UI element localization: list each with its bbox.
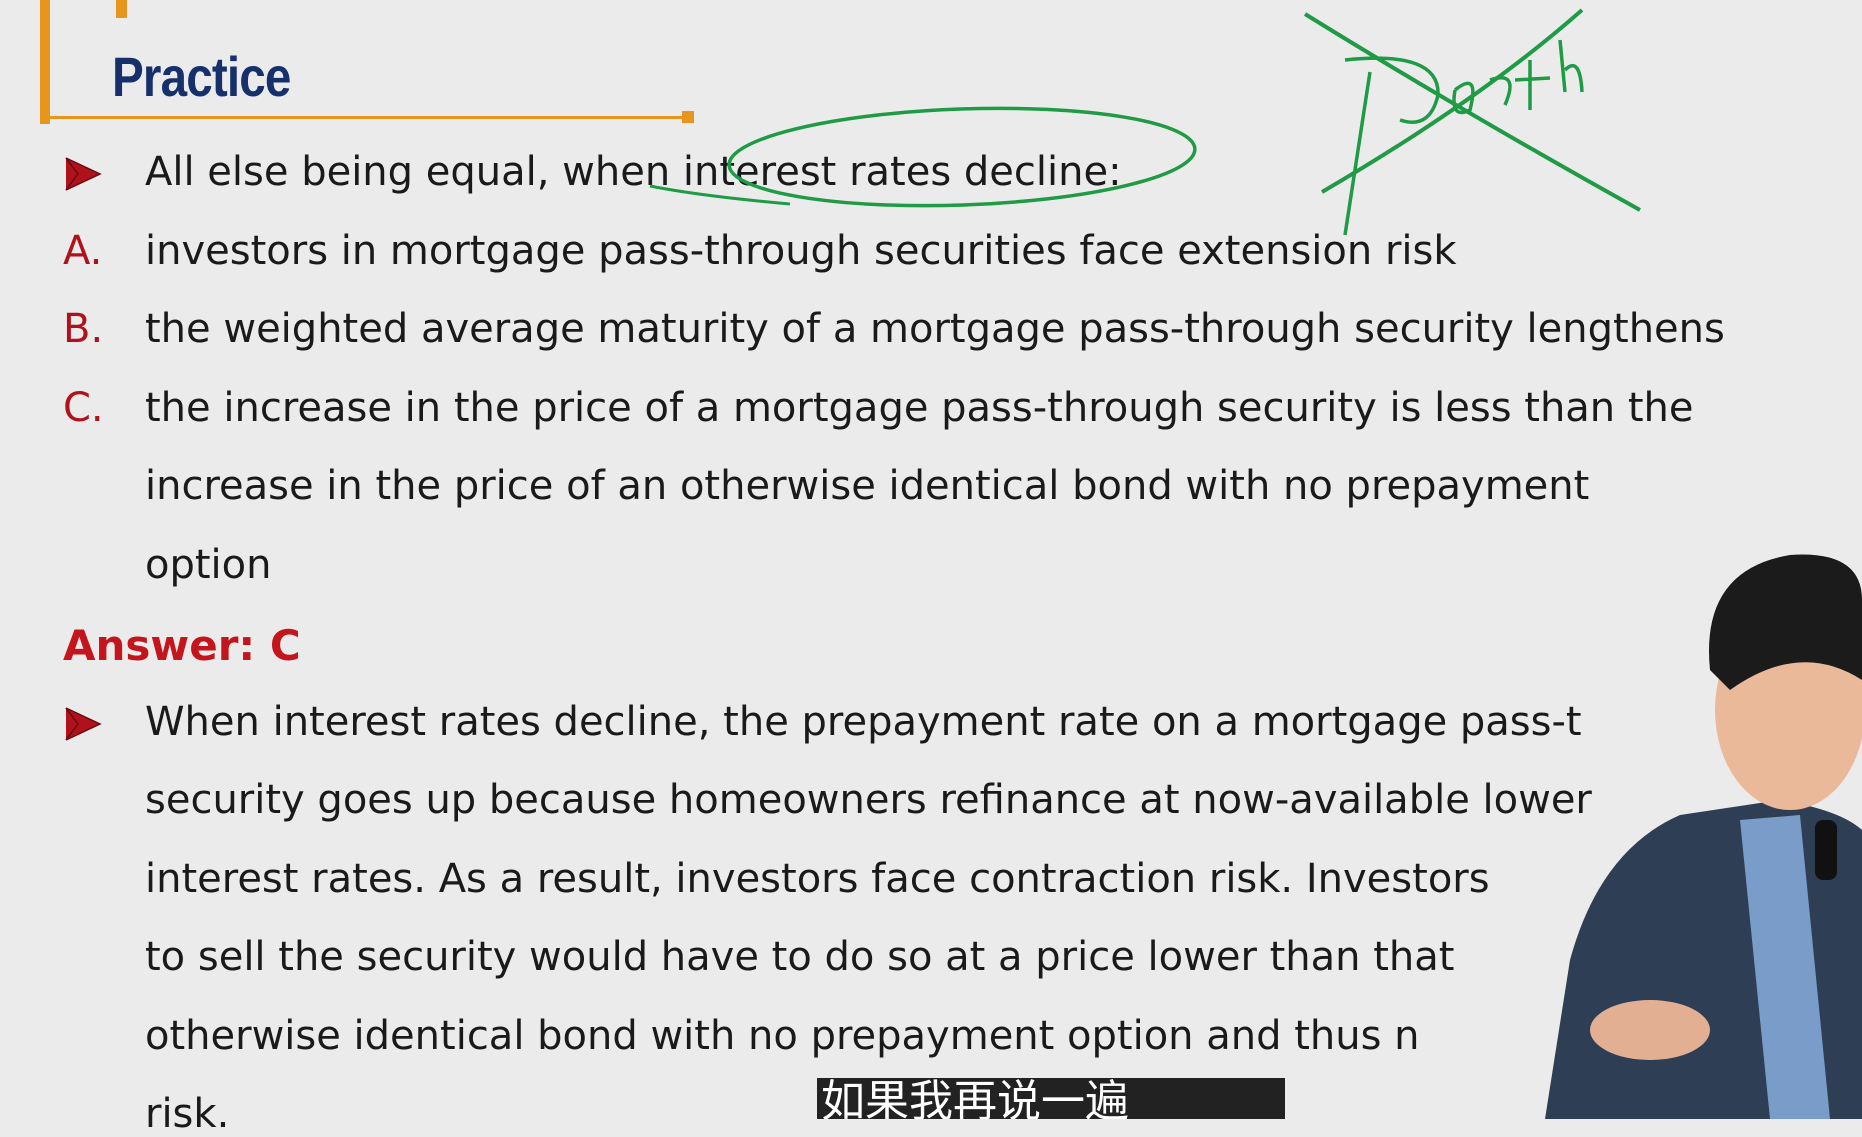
stroke: [649, 184, 791, 206]
option-text: increase in the price of an otherwise id…: [145, 463, 1590, 509]
explanation-line: security goes up because homeowners refi…: [145, 777, 1592, 823]
arrow-shape: [65, 157, 102, 191]
bracket: [40, 0, 50, 124]
microphone: [1815, 820, 1837, 880]
rule: [40, 116, 690, 119]
question: All else being equal, when interest rate…: [145, 149, 1122, 195]
tick: [116, 0, 127, 18]
rule-end: [682, 111, 694, 123]
option-label: A.: [63, 227, 103, 274]
explanation-line: interest rates. As a result, investors f…: [145, 855, 1490, 902]
cross: [1320, 8, 1584, 194]
option-text: option: [145, 541, 272, 588]
slide-title: Practice: [112, 45, 291, 108]
subtitle: 如果我再说一遍: [821, 1078, 1129, 1119]
arrow-shape: [65, 706, 102, 741]
explanation-line: to sell the security would have to do so…: [145, 934, 1455, 980]
option-text: investors in mortgage pass-through secur…: [145, 227, 1457, 274]
subtitle-box: 如果我再说一遍: [817, 1078, 1285, 1119]
handwriting: [1343, 39, 1584, 236]
hand: [1590, 1000, 1710, 1060]
cross: [1303, 12, 1641, 212]
option-text: the weighted average maturity of a mortg…: [145, 306, 1725, 352]
bullet-arrow: [65, 706, 102, 741]
option-label: B.: [63, 306, 104, 352]
answer: Answer: C: [63, 621, 301, 670]
option-text: the increase in the price of a mortgage …: [145, 384, 1694, 431]
presenter: [1545, 554, 1862, 1119]
option-label: C.: [63, 384, 104, 431]
highlight-ellipse: [727, 106, 1197, 208]
bullet-arrow: [65, 157, 102, 191]
shirt: [1740, 815, 1830, 1119]
explanation-line: When interest rates decline, the prepaym…: [145, 698, 1582, 745]
explanation-line: otherwise identical bond with no prepaym…: [145, 1012, 1420, 1059]
hair: [1709, 554, 1862, 690]
